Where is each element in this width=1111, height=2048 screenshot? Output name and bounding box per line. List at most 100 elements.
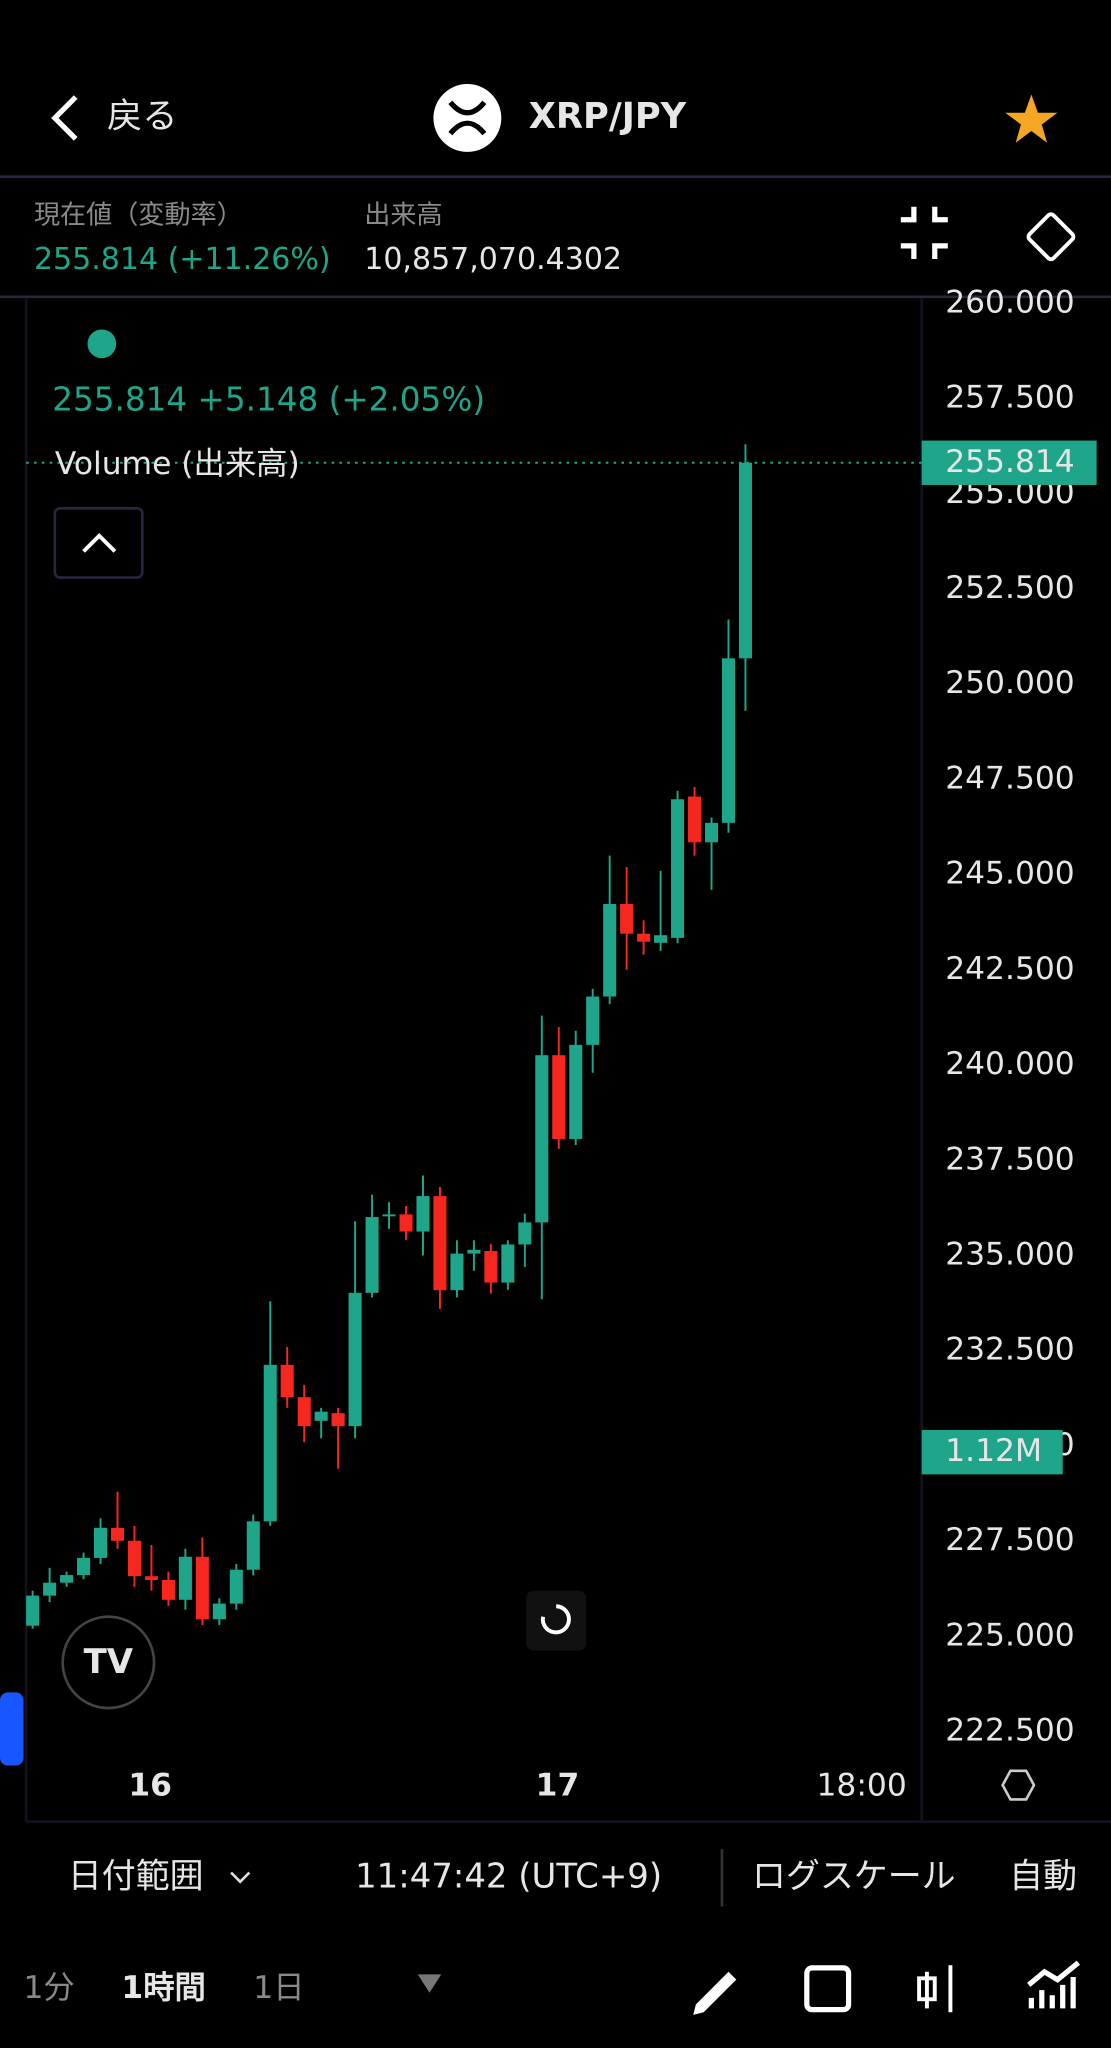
xrp-logo-mark xyxy=(448,100,487,136)
candle-body xyxy=(738,462,752,659)
candle-body xyxy=(586,996,600,1045)
auto-scale[interactable]: 自動 xyxy=(1009,1856,1077,1896)
last-price-badge xyxy=(921,440,1097,485)
tradingview-mark: TV xyxy=(84,1642,134,1682)
clock: 11:47:42 (UTC+9) xyxy=(355,1856,662,1896)
interval[interactable]: 1日 xyxy=(253,1970,304,2006)
candle-body xyxy=(721,658,736,823)
candle-body xyxy=(297,1397,311,1427)
candle-body xyxy=(467,1249,481,1254)
collapse-button[interactable] xyxy=(53,507,144,579)
dropdown-chevron xyxy=(230,1871,251,1884)
candle-body xyxy=(382,1214,396,1217)
volume-badge-label: 1.12M xyxy=(945,1433,1042,1469)
draw-icon[interactable] xyxy=(693,1971,737,2015)
reset-button[interactable] xyxy=(526,1590,587,1651)
y-tick-label: 222.500 xyxy=(945,1713,1075,1749)
interval-dropdown[interactable] xyxy=(417,1974,442,1993)
candle-body xyxy=(535,1055,549,1223)
log-scale[interactable]: ログスケール xyxy=(752,1856,956,1896)
x-tick-label: 17 xyxy=(536,1767,580,1803)
volume-value: 10,857,070.4302 xyxy=(364,242,622,277)
favorite-star[interactable] xyxy=(1005,94,1058,143)
indicators-icon[interactable] xyxy=(1027,1960,1081,2009)
y-tick-label: 227.500 xyxy=(945,1522,1075,1558)
candle-body xyxy=(365,1217,379,1293)
candle-body xyxy=(60,1575,74,1583)
candle-body xyxy=(552,1055,566,1139)
candle-body xyxy=(569,1044,583,1139)
y-tick-label: 257.500 xyxy=(945,380,1075,416)
candle-body xyxy=(433,1196,447,1291)
y-tick-label: 237.500 xyxy=(945,1141,1075,1177)
candle-body xyxy=(314,1411,328,1421)
interval-active[interactable]: 1時間 xyxy=(121,1970,205,2006)
candle-body xyxy=(246,1521,260,1570)
candle-body xyxy=(195,1556,209,1620)
back-label[interactable]: 戻る xyxy=(107,96,177,137)
candle-body xyxy=(501,1244,515,1283)
candle-body xyxy=(671,799,685,938)
candle-body xyxy=(280,1364,294,1398)
last-price-label: 255.814 xyxy=(945,444,1075,480)
candle-body xyxy=(637,933,651,942)
x-tick-label: 18:00 xyxy=(816,1767,906,1803)
interval[interactable]: 1分 xyxy=(23,1970,74,2006)
price-label: 現在値（変動率） xyxy=(34,200,243,230)
candle-body xyxy=(178,1556,192,1600)
candle-body xyxy=(450,1253,464,1291)
volume-legend: Volume (出来高) xyxy=(55,446,300,482)
candle-body xyxy=(43,1582,57,1596)
candle-body xyxy=(127,1540,141,1577)
price-value: 255.814 (+11.26%) xyxy=(34,242,331,277)
candle-body xyxy=(161,1580,175,1600)
candle-body xyxy=(348,1292,362,1427)
y-tick-label: 242.500 xyxy=(945,951,1075,987)
candle-body xyxy=(518,1222,532,1245)
candle-body xyxy=(688,796,702,843)
tradingview-logo[interactable] xyxy=(61,1615,156,1710)
x-tick-label: 16 xyxy=(128,1767,172,1803)
back-arrow[interactable] xyxy=(51,95,78,141)
settings-icon[interactable] xyxy=(1001,1769,1036,1801)
legend-dot xyxy=(87,329,117,359)
y-tick-label: 247.500 xyxy=(945,760,1075,796)
y-tick-label: 252.500 xyxy=(945,570,1075,606)
chart-type-body xyxy=(917,1976,937,2002)
candle-body xyxy=(144,1576,158,1581)
candle-body xyxy=(229,1569,243,1604)
y-tick-label: 225.000 xyxy=(945,1617,1075,1653)
volume-badge xyxy=(921,1430,1063,1475)
candle-body xyxy=(212,1603,226,1620)
candle-body xyxy=(620,903,634,934)
collapse-chevron xyxy=(82,532,117,553)
side-tab[interactable] xyxy=(0,1692,24,1766)
candle-body xyxy=(399,1214,413,1232)
save-icon[interactable] xyxy=(804,1965,852,2013)
legend-values: 255.814 +5.148 (+2.05%) xyxy=(52,380,485,418)
y-tick-label: 235.000 xyxy=(945,1237,1075,1273)
date-range[interactable]: 日付範囲 xyxy=(68,1856,204,1896)
y-tick-label: 260.000 xyxy=(945,284,1075,320)
plot: 222.500225.000227.500230.000232.500235.0… xyxy=(26,284,1097,1803)
y-tick-label: 232.500 xyxy=(945,1332,1075,1368)
candle-body xyxy=(654,935,668,943)
candle-body xyxy=(603,903,617,997)
exit-fullscreen-icon[interactable] xyxy=(900,206,948,259)
candle-body xyxy=(77,1557,91,1576)
pair-title: XRP/JPY xyxy=(529,96,687,137)
reset-icon xyxy=(540,1604,571,1635)
candle-body xyxy=(26,1595,40,1626)
candle-body xyxy=(263,1364,277,1522)
candle-body xyxy=(704,822,719,843)
rotate-icon[interactable] xyxy=(1026,212,1076,262)
candle-body xyxy=(331,1413,345,1427)
candle-body xyxy=(416,1196,430,1232)
candle-body xyxy=(484,1250,498,1283)
candle-body xyxy=(93,1527,108,1558)
y-tick-label: 240.000 xyxy=(945,1046,1075,1082)
xrp-logo xyxy=(433,84,502,152)
